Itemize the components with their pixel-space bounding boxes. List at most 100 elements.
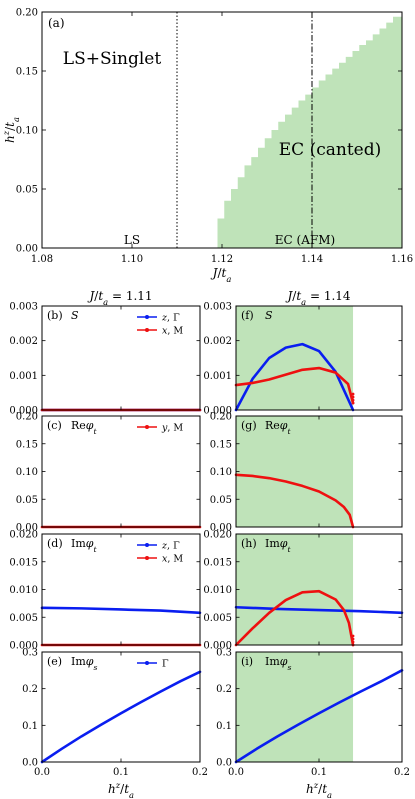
y-tick-label: 0.2 xyxy=(216,684,232,695)
x-axis-label: J/ta xyxy=(210,266,232,284)
panel-quantity: Imφs xyxy=(265,655,291,672)
legend-marker-red xyxy=(145,328,149,332)
legend-label: z, Γ xyxy=(161,313,180,324)
panel-f: 0.000 0.001 0.002 0.003 (f) S J/ta = 1.14 xyxy=(203,289,403,417)
y-tick-label: 0.15 xyxy=(16,439,38,450)
y-tick-label: 0.015 xyxy=(9,557,38,568)
y-axis-label: hz/ta xyxy=(1,117,21,143)
panel-label: (c) xyxy=(47,419,62,432)
y-tick-label: 0.10 xyxy=(16,126,38,137)
panel-quantity: Imφt xyxy=(265,537,291,554)
panel-quantity: Reφt xyxy=(71,419,98,436)
y-tick-label: 0.001 xyxy=(203,371,232,382)
y-tick-label: 0.20 xyxy=(210,412,232,423)
series-line-blue xyxy=(40,606,202,615)
x-tick-label: 1.16 xyxy=(391,254,413,265)
y-tick-label: 0.05 xyxy=(16,495,38,506)
series-line-blue xyxy=(40,670,202,764)
y-tick-label: 0.1 xyxy=(22,721,38,732)
y-tick-label: 0.05 xyxy=(16,185,38,196)
panel-label: (i) xyxy=(241,655,253,668)
y-tick-label: 0.000 xyxy=(9,406,38,417)
legend-marker-red xyxy=(145,556,149,560)
legend-marker-blue xyxy=(145,315,149,319)
legend-label: y, M xyxy=(161,423,183,434)
ec-region xyxy=(217,12,402,248)
y-tick-label: 0.20 xyxy=(16,8,38,19)
panel-label: (a) xyxy=(48,16,65,30)
y-tick-label: 0.015 xyxy=(203,557,232,568)
panel-d: 0.000 0.005 0.010 0.015 0.020 (d) Imφt z, Γ x, M xyxy=(9,530,202,652)
legend-marker-blue xyxy=(145,661,149,665)
y-tick-label: 0.00 xyxy=(16,244,38,255)
y-tick-label: 0.010 xyxy=(9,585,38,596)
series-marker xyxy=(351,395,355,399)
y-tick-label: 0.3 xyxy=(216,648,232,659)
panel-label: (e) xyxy=(47,655,62,668)
x-tick-label: 0.0 xyxy=(228,767,244,778)
series-line-blue xyxy=(234,342,355,412)
y-tick-label: 0.3 xyxy=(22,648,38,659)
legend-label: x, M xyxy=(162,326,183,337)
y-tick-label: 0.000 xyxy=(203,406,232,417)
y-tick-label: 0.15 xyxy=(16,67,38,78)
x-axis-label: hz/ta xyxy=(108,780,134,799)
panel-label: (g) xyxy=(241,419,257,432)
y-tick-label: 0.00 xyxy=(16,523,38,534)
legend-label: z, Γ xyxy=(161,541,180,552)
panel-quantity: S xyxy=(265,309,273,322)
panel-e: 0.0 0.1 0.2 0.3 0.0 0.1 0.2 hz/ta (e) Imφs Γ xyxy=(22,648,208,799)
panel-c: 0.00 0.05 0.10 0.15 0.20 (c) Reφt y, M xyxy=(16,412,202,534)
y-tick-label: 0.2 xyxy=(22,684,38,695)
panel-b: 0.000 0.001 0.002 0.003 (b) S J/ta = 1.11 z, Γ x… xyxy=(9,289,202,417)
legend-label: x, M xyxy=(162,554,183,565)
panel-h: 0.000 0.005 0.010 0.015 0.020 (h) Imφt xyxy=(203,530,404,652)
y-tick-label: 0.05 xyxy=(210,495,232,506)
panel-quantity: Reφt xyxy=(265,419,292,436)
y-tick-label: 0.00 xyxy=(210,523,232,534)
y-tick-label: 0.003 xyxy=(9,302,38,313)
x-tick-label: 1.12 xyxy=(211,254,233,265)
y-tick-label: 0.0 xyxy=(22,758,38,769)
y-tick-label: 0.020 xyxy=(203,530,232,541)
series-line-red xyxy=(234,589,355,647)
series-line-red xyxy=(234,473,355,529)
y-tick-label: 0.0 xyxy=(216,758,232,769)
region-label-ec-afm: EC (AFM) xyxy=(275,233,335,247)
ec-shade xyxy=(236,306,354,410)
series-marker xyxy=(351,637,355,641)
column-title: J/ta = 1.14 xyxy=(284,289,350,307)
panel-i: 0.0 0.1 0.2 0.3 0.0 0.1 0.2 hz/ta (i) Imφs xyxy=(216,648,410,799)
panel-quantity: Imφt xyxy=(71,537,97,554)
y-tick-label: 0.005 xyxy=(203,613,232,624)
series-line-blue xyxy=(234,605,404,615)
ec-shade xyxy=(236,652,354,762)
x-tick-label: 0.2 xyxy=(192,767,208,778)
x-tick-label: 1.14 xyxy=(301,254,323,265)
series-line-blue xyxy=(234,669,404,764)
y-tick-label: 0.002 xyxy=(203,336,232,347)
series-line-red xyxy=(234,366,355,405)
y-tick-label: 0.20 xyxy=(16,412,38,423)
region-label-ls-singlet: LS+Singlet xyxy=(63,49,162,69)
x-tick-label: 0.2 xyxy=(394,767,410,778)
series-marker xyxy=(351,401,355,405)
region-label-ec-canted: EC (canted) xyxy=(279,140,381,160)
panel-label: (f) xyxy=(241,309,254,322)
legend-label: Γ xyxy=(162,659,169,670)
panel-label: (h) xyxy=(241,537,257,550)
legend-marker-red xyxy=(145,425,149,429)
y-tick-label: 0.005 xyxy=(9,613,38,624)
ec-shade xyxy=(236,416,354,527)
y-tick-label: 0.10 xyxy=(210,467,232,478)
y-tick-label: 0.003 xyxy=(203,302,232,313)
y-tick-label: 0.000 xyxy=(203,641,232,652)
y-tick-label: 0.000 xyxy=(9,641,38,652)
x-tick-label: 1.08 xyxy=(31,254,53,265)
y-tick-label: 0.002 xyxy=(9,336,38,347)
series-marker xyxy=(351,392,355,396)
column-title: J/ta = 1.11 xyxy=(86,289,152,307)
x-tick-label: 0.0 xyxy=(34,767,50,778)
series-marker xyxy=(351,634,355,638)
